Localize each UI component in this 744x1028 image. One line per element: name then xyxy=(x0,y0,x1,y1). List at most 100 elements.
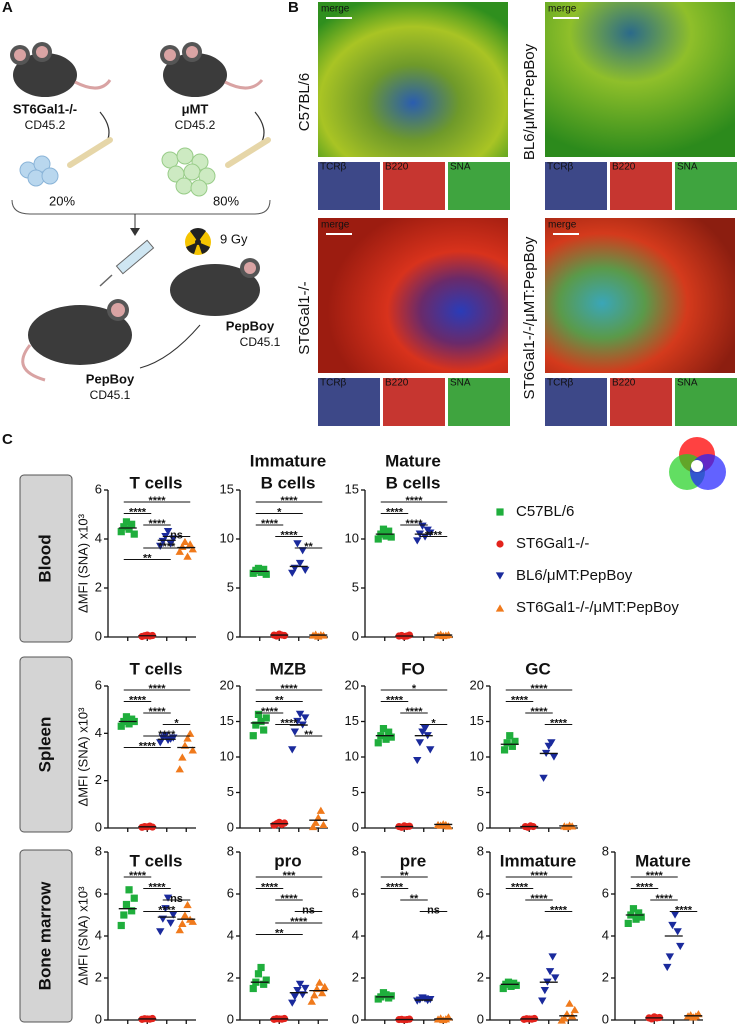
y-tick-label: 4 xyxy=(95,725,102,740)
y-tick-label: 2 xyxy=(602,969,609,984)
data-point xyxy=(293,987,302,995)
ratio: 20% xyxy=(49,193,75,208)
tissue-box xyxy=(19,849,73,1023)
micrograph xyxy=(318,2,508,157)
data-point xyxy=(183,734,192,742)
data-point xyxy=(178,919,187,927)
data-point xyxy=(178,753,187,761)
significance-label: **** xyxy=(425,529,443,541)
genotype-label: BL6/μMT:PepBoy xyxy=(521,43,538,160)
significance-label: **** xyxy=(261,518,279,530)
tissue-label: Bone marrow xyxy=(35,881,54,990)
y-tick-label: 15 xyxy=(220,481,234,496)
channel-label: TCRβ xyxy=(547,378,574,389)
data-point xyxy=(382,532,390,540)
y-tick-label: 0 xyxy=(352,819,359,834)
tissue-label: Spleen xyxy=(35,717,54,773)
y-tick-label: 8 xyxy=(227,843,234,858)
data-point xyxy=(310,991,319,999)
y-tick-label: 15 xyxy=(345,713,359,728)
channel-label: SNA xyxy=(677,162,698,173)
genotype-label: ST6Gal1-/- xyxy=(296,281,313,354)
data-point xyxy=(385,728,393,736)
donor-marker: CD45.2 xyxy=(25,118,66,132)
significance-label: **** xyxy=(405,495,423,507)
significance-label: **** xyxy=(386,881,404,893)
data-point xyxy=(570,1005,579,1014)
data-point xyxy=(293,717,302,726)
chart-title: B cells xyxy=(386,473,441,492)
data-point xyxy=(161,905,170,913)
significance-label: ** xyxy=(143,552,152,564)
channel-image xyxy=(545,378,607,426)
data-point xyxy=(504,978,513,986)
panel-label: A xyxy=(2,0,13,16)
y-tick-label: 6 xyxy=(95,677,102,692)
y-tick-label: 10 xyxy=(470,748,484,763)
significance-label: * xyxy=(174,717,179,729)
chart-title: Immature xyxy=(500,851,577,870)
significance-label: **** xyxy=(280,893,298,905)
data-point xyxy=(565,999,574,1007)
significance-label: **** xyxy=(148,683,166,695)
legend-marker xyxy=(496,508,504,516)
channel-label: B220 xyxy=(385,378,409,389)
y-tick-label: 0 xyxy=(95,628,102,643)
data-point xyxy=(122,518,131,526)
y-tick-label: 15 xyxy=(220,713,234,728)
channel-image xyxy=(675,378,737,426)
data-point xyxy=(260,980,268,988)
data-point xyxy=(637,913,645,921)
data-point xyxy=(499,984,507,993)
cells xyxy=(161,147,216,197)
y-tick-label: 0 xyxy=(352,628,359,643)
significance-label: **** xyxy=(290,916,308,928)
chart-title: Mature xyxy=(385,451,441,470)
y-tick-label: 4 xyxy=(602,927,609,942)
panel-label: C xyxy=(2,431,13,448)
micrograph xyxy=(545,218,735,373)
significance-label: **** xyxy=(129,506,147,518)
chart-title: FO xyxy=(401,659,425,678)
legend-label: ST6Gal1-/-/μMT:PepBoy xyxy=(516,599,679,616)
legend-marker xyxy=(496,540,504,548)
chart-title: T cells xyxy=(130,659,183,678)
data-point xyxy=(560,1014,569,1022)
data-point xyxy=(188,545,197,553)
data-point xyxy=(379,525,388,533)
y-tick-label: 2 xyxy=(477,969,484,984)
data-point xyxy=(506,732,514,740)
y-tick-label: 5 xyxy=(352,579,359,594)
significance-label: * xyxy=(412,683,417,695)
channel-label: TCRβ xyxy=(547,162,574,173)
data-point xyxy=(545,968,555,976)
y-tick-label: 0 xyxy=(227,1011,234,1026)
significance-label: **** xyxy=(139,740,157,752)
channel-image xyxy=(448,378,510,426)
y-tick-label: 2 xyxy=(95,579,102,594)
data-point xyxy=(249,984,257,993)
y-tick-label: 2 xyxy=(227,969,234,984)
significance-label: **** xyxy=(129,870,147,882)
data-point xyxy=(120,523,128,531)
data-point xyxy=(293,540,302,548)
significance-label: **** xyxy=(511,881,529,893)
significance-label: ** xyxy=(410,893,419,905)
significance-label: *** xyxy=(283,870,297,882)
mouse-icon xyxy=(170,258,260,316)
data-point xyxy=(117,921,125,930)
data-point xyxy=(317,989,327,997)
y-tick-label: 6 xyxy=(95,481,102,496)
data-point xyxy=(374,535,382,543)
data-point xyxy=(624,919,632,927)
data-point xyxy=(387,733,395,741)
data-point xyxy=(166,540,175,548)
panel-c: C Blood ΔMFI (SNA) x10³ Spleen ΔMFI (SNA) x… xyxy=(2,431,726,1026)
significance-label: **** xyxy=(280,495,298,507)
